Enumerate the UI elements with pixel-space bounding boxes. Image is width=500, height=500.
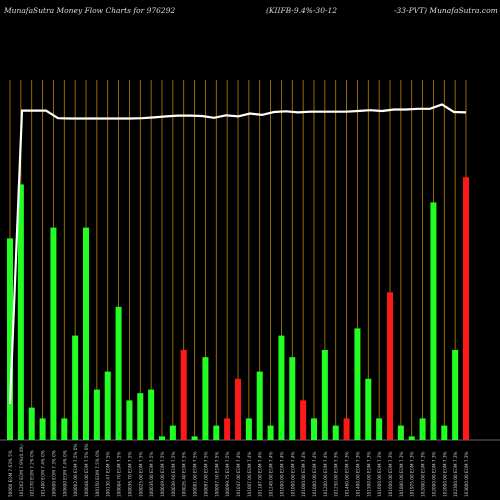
bar bbox=[354, 328, 361, 440]
x-tick-label: 100099.75 EOM 7.5% bbox=[225, 451, 230, 497]
bar bbox=[365, 378, 372, 440]
bar bbox=[408, 436, 415, 440]
x-tick-label: 100150 EOM 7.5% 0% bbox=[95, 450, 100, 497]
x-tick-label: 101270 EOM 7.2% 0% bbox=[30, 450, 35, 497]
bar bbox=[28, 407, 35, 440]
bar bbox=[441, 425, 448, 440]
x-tick-label: 102300.00 EOM 7.3% bbox=[453, 451, 458, 497]
price-line bbox=[8, 103, 467, 405]
bar bbox=[159, 436, 165, 440]
bar bbox=[50, 227, 57, 440]
x-tick-label: 100097.00 EOM 7.5% bbox=[203, 451, 208, 497]
x-tick-label: 101000.00 EOM 7.4% bbox=[301, 451, 306, 497]
x-tick-label: 100048.00 EOM 7.5% 0% bbox=[84, 444, 89, 497]
bar bbox=[7, 238, 13, 440]
x-tick-label: 100130.47 EOM 7.5% bbox=[106, 451, 111, 497]
x-tick-label: 101007.00 EOM 7.4% bbox=[247, 451, 252, 497]
bar bbox=[202, 357, 209, 440]
x-tick-label: 101047.00 EOM 7.4% bbox=[236, 451, 241, 497]
x-tick-label: 100097.50 EOM 7.5% bbox=[214, 451, 219, 497]
bar bbox=[397, 425, 404, 440]
x-tick-label: 101600.00 EOM 7.3% bbox=[388, 451, 393, 497]
x-tick-label: 101000.00 EOM 7.4% bbox=[279, 451, 284, 497]
bar bbox=[224, 418, 231, 440]
chart-title: MunafaSutra Money Flow Charts for 976292… bbox=[4, 0, 500, 20]
bar bbox=[148, 389, 155, 440]
bar bbox=[137, 393, 144, 440]
x-tick-label: 100025.00 EOM 7.5% bbox=[138, 451, 143, 497]
x-tick-label: 101262 EOM 7.9%(0.4%) bbox=[19, 444, 24, 497]
bar bbox=[376, 418, 383, 440]
bar bbox=[278, 335, 285, 440]
bar bbox=[419, 418, 426, 440]
x-tick-label: 101500.00 EOM 7.3% bbox=[366, 451, 371, 497]
x-tick-label: 101975.00 EOM 7.3% bbox=[410, 451, 415, 497]
x-tick-label: 101000.00 EOM 7.4% bbox=[312, 451, 317, 497]
x-tick-label: 102000.00 EOM 7.3% bbox=[431, 451, 436, 497]
x-tick-label: 101200.00 EOM 7.4% bbox=[323, 451, 328, 497]
x-tick-label: 100049.00 EOM 7.5% bbox=[160, 451, 165, 497]
x-tick-label: 100081.00 EOM 7.5% bbox=[193, 451, 198, 497]
bar bbox=[463, 177, 469, 440]
x-tick-label: 100002.00 EOM 7.5% 0% bbox=[73, 444, 78, 497]
bar bbox=[235, 378, 241, 440]
bar bbox=[300, 400, 307, 440]
x-tick-label: 100600 EOM 7.3% 0% bbox=[51, 450, 56, 497]
bar bbox=[213, 425, 220, 440]
x-tick-label: 100084.70 EOM 7.5% bbox=[117, 451, 122, 497]
title-left: MunafaSutra Money Flow Charts for 976292 bbox=[4, 6, 176, 15]
title-middle: (KIIFB-9.4%-30-12 bbox=[266, 6, 338, 15]
x-tick-label: 101400 EOM 7.4% 0% bbox=[41, 450, 46, 497]
bar bbox=[245, 418, 252, 440]
title-right: -33-PVT) MunafaSutra.com bbox=[394, 6, 498, 15]
x-tick-label: 100036.70 EOM 7.5% bbox=[127, 451, 132, 497]
bar bbox=[191, 436, 198, 440]
bar bbox=[17, 184, 24, 440]
x-tick-label: 102000.00 EOM 7.3% bbox=[421, 451, 426, 497]
bar bbox=[93, 389, 100, 440]
bar bbox=[311, 418, 317, 440]
bar bbox=[430, 202, 437, 440]
x-tick-label: 101249.00 EOM 7.4% bbox=[269, 451, 274, 497]
x-tick-label: 101460.00 EOM 7.3% bbox=[345, 451, 350, 497]
bar bbox=[332, 425, 339, 440]
x-tick-label: 101400.00 EOM 7.3% bbox=[355, 451, 360, 497]
x-tick-label: 101800.00 EOM 7.3% bbox=[399, 451, 404, 497]
bar bbox=[115, 306, 122, 440]
bar bbox=[126, 400, 133, 440]
bar bbox=[289, 357, 296, 440]
x-tick-label: 50000 EOM 7.63% 5% bbox=[8, 450, 13, 497]
x-tick-label: 100026.40 EOM 7.5% bbox=[182, 451, 187, 497]
x-tick-label: 101187.00 EOM 7.4% bbox=[258, 451, 263, 497]
bar bbox=[104, 371, 111, 440]
bar bbox=[343, 418, 350, 440]
bar bbox=[72, 335, 79, 440]
bar bbox=[83, 227, 89, 440]
bar bbox=[39, 418, 46, 440]
x-tick-label: 100036.00 EOM 7.5% bbox=[149, 451, 154, 497]
x-tick-label: 101000.00 EOM 7.4% bbox=[290, 451, 295, 497]
bar bbox=[256, 371, 263, 440]
bar bbox=[267, 425, 274, 440]
bar bbox=[61, 418, 68, 440]
bar bbox=[169, 425, 176, 440]
bar bbox=[180, 350, 187, 440]
x-tick-label: 101600.00 EOM 7.3% bbox=[377, 451, 382, 497]
bar bbox=[321, 350, 328, 440]
x-tick-label: 101250.00 EOM 7.3% bbox=[334, 451, 339, 497]
x-tick-label: 103000.00 EOM 7.3% bbox=[464, 451, 469, 497]
x-tick-label: 102000.00 EOM 7.3% bbox=[442, 451, 447, 497]
bar bbox=[452, 350, 459, 440]
x-tick-label: 100600 EOM 7.4% 0% bbox=[62, 450, 67, 497]
x-tick-label: 100039.60 EOM 7.5% bbox=[171, 451, 176, 497]
bar bbox=[387, 292, 393, 440]
